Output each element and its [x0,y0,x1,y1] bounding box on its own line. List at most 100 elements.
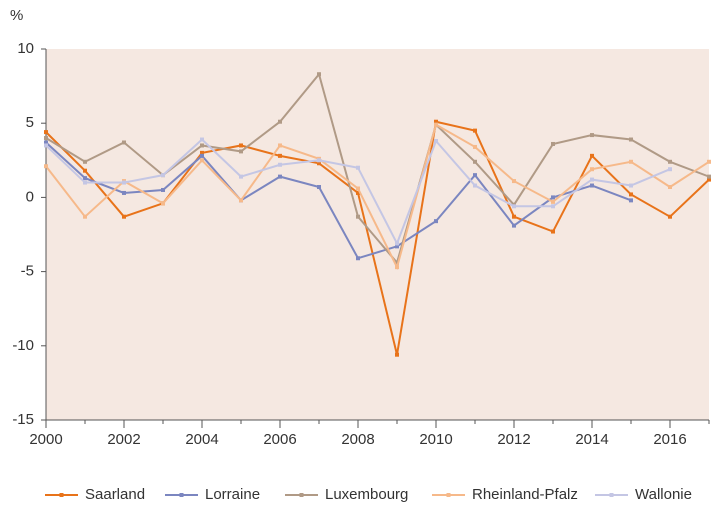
series-marker [629,183,633,188]
series-marker [122,190,126,195]
series-marker [512,223,516,228]
series-marker [473,128,477,133]
series-marker [317,72,321,77]
series-marker [551,229,555,234]
series-marker [590,167,594,172]
series-marker [122,140,126,145]
series-marker [200,153,204,158]
series-marker [395,352,399,357]
series-marker [551,204,555,209]
series-marker [551,199,555,204]
series-marker [44,140,48,145]
series-marker [395,244,399,249]
series-marker [356,214,360,219]
y-tick-label: 10 [17,40,34,57]
series-marker [434,139,438,144]
series-marker [473,173,477,178]
series-marker [239,149,243,154]
series-marker [278,162,282,167]
legend-label: Lorraine [205,486,260,503]
series-marker [590,177,594,182]
series-marker [200,143,204,148]
series-marker [356,190,360,195]
series-marker [83,214,87,219]
series-marker [551,141,555,146]
series-marker [668,167,672,172]
series-marker [278,143,282,148]
series-marker [512,214,516,219]
series-marker [395,265,399,270]
series-marker [278,174,282,179]
legend-label: Saarland [85,486,145,503]
series-marker [434,219,438,224]
series-marker [395,260,399,265]
legend-label: Luxembourg [325,486,408,503]
legend-marker [59,493,64,497]
x-tick-label: 2010 [419,431,452,448]
x-tick-label: 2000 [29,431,62,448]
series-marker [239,174,243,179]
x-tick-label: 2006 [263,431,296,448]
series-marker [512,179,516,184]
legend-marker [299,493,304,497]
series-marker [44,130,48,135]
series-marker [473,183,477,188]
legend-label: Wallonie [635,486,692,503]
series-marker [512,204,516,209]
y-tick-label: 5 [26,114,34,131]
series-marker [317,158,321,163]
series-marker [551,195,555,200]
legend-marker [446,493,451,497]
x-tick-label: 2008 [341,431,374,448]
series-marker [668,159,672,164]
legend-marker [179,493,184,497]
series-marker [239,198,243,203]
y-tick-label: 0 [26,188,34,205]
series-marker [44,136,48,141]
x-tick-label: 2002 [107,431,140,448]
series-marker [200,150,204,155]
series-marker [707,174,711,179]
series-marker [83,180,87,185]
series-marker [395,241,399,246]
y-tick-label: -15 [12,411,34,428]
series-marker [122,180,126,185]
series-marker [629,159,633,164]
y-tick-label: -5 [21,263,34,280]
series-marker [83,168,87,173]
series-marker [707,159,711,164]
series-marker [356,186,360,191]
series-marker [278,119,282,124]
x-tick-label: 2014 [575,431,608,448]
series-marker [44,143,48,148]
series-marker [434,119,438,124]
x-tick-label: 2004 [185,431,218,448]
series-marker [629,137,633,142]
series-marker [590,153,594,158]
plot-area [46,49,709,420]
series-marker [239,143,243,148]
series-marker [356,165,360,170]
series-marker [434,122,438,127]
series-marker [629,198,633,203]
x-tick-label: 2016 [653,431,686,448]
legend-label: Rheinland-Pfalz [472,486,578,503]
y-tick-label: -10 [12,337,34,354]
series-marker [161,201,165,206]
series-marker [44,164,48,169]
legend-marker [609,493,614,497]
series-marker [668,214,672,219]
series-line [45,120,710,355]
series-marker [161,187,165,192]
series-line [45,72,710,265]
series-marker [278,153,282,158]
series-marker [356,256,360,261]
series-marker [668,185,672,190]
series-marker [200,158,204,163]
series-marker [473,144,477,149]
series-marker [122,214,126,219]
series-marker [317,185,321,190]
series-marker [83,176,87,181]
x-tick-label: 2012 [497,431,530,448]
